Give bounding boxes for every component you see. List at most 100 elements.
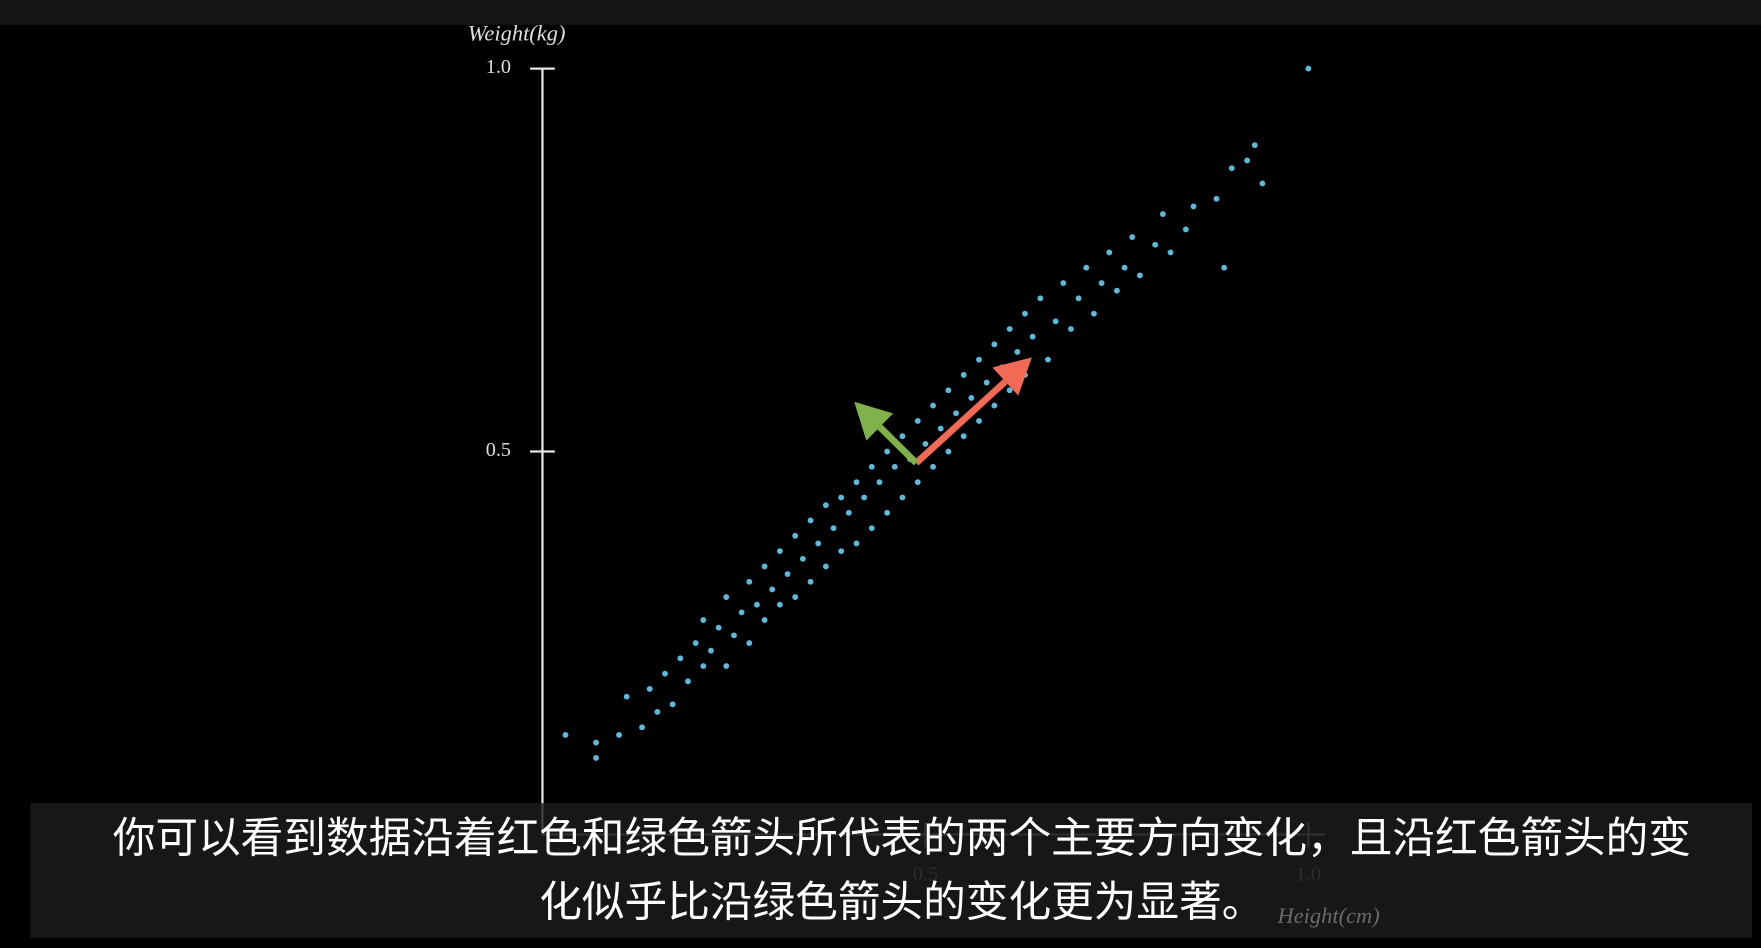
data-point bbox=[654, 709, 661, 715]
data-point bbox=[700, 663, 707, 669]
data-point bbox=[662, 670, 668, 677]
data-point bbox=[960, 372, 967, 378]
data-point bbox=[1221, 264, 1228, 271]
data-point bbox=[968, 395, 975, 401]
data-point bbox=[815, 540, 822, 547]
data-point bbox=[708, 647, 714, 654]
subtitle-line: 你可以看到数据沿着红色和绿色箭头所代表的两个主要方向变化，且沿红色箭头的变 bbox=[113, 815, 1691, 863]
data-point bbox=[738, 609, 745, 616]
data-point bbox=[960, 433, 967, 440]
x-axis-label: Height(cm) bbox=[1276, 903, 1379, 928]
data-point bbox=[715, 624, 722, 631]
data-point bbox=[784, 571, 791, 578]
data-point bbox=[646, 686, 653, 692]
data-point bbox=[1152, 241, 1159, 248]
data-point bbox=[1305, 65, 1312, 72]
data-point bbox=[1167, 249, 1174, 256]
data-point bbox=[914, 417, 921, 424]
data-point bbox=[1259, 180, 1266, 187]
data-point bbox=[623, 693, 630, 700]
data-point bbox=[792, 532, 799, 539]
data-point bbox=[899, 494, 906, 501]
data-point bbox=[639, 724, 645, 731]
data-point bbox=[991, 402, 998, 409]
data-point bbox=[884, 448, 891, 455]
data-point bbox=[593, 754, 599, 761]
arrow-head bbox=[854, 401, 894, 441]
data-point bbox=[845, 509, 852, 516]
data-point bbox=[868, 463, 875, 470]
data-point bbox=[1182, 226, 1189, 233]
data-point bbox=[1129, 234, 1136, 240]
data-point bbox=[1213, 195, 1220, 202]
data-point bbox=[1006, 326, 1013, 332]
data-point bbox=[1113, 287, 1120, 294]
data-point bbox=[930, 402, 937, 409]
data-point bbox=[1251, 142, 1258, 149]
data-point bbox=[991, 341, 998, 348]
data-point bbox=[792, 594, 799, 600]
data-point bbox=[1022, 310, 1028, 317]
data-point bbox=[1045, 356, 1051, 363]
data-point bbox=[799, 555, 806, 562]
data-point bbox=[746, 578, 753, 585]
data-point bbox=[776, 548, 783, 555]
data-point bbox=[853, 540, 860, 547]
y-tick-label: 0.5 bbox=[486, 439, 511, 461]
data-point bbox=[723, 594, 730, 600]
y-axis-label: Weight(kg) bbox=[468, 20, 566, 45]
data-point bbox=[1006, 387, 1013, 394]
data-point bbox=[1068, 326, 1074, 332]
arrow-shaft bbox=[913, 379, 1008, 466]
data-point bbox=[822, 563, 829, 570]
data-point bbox=[838, 548, 845, 555]
data-point bbox=[868, 525, 875, 532]
data-point bbox=[876, 479, 883, 486]
data-point bbox=[861, 494, 868, 501]
top-bar bbox=[0, 0, 1761, 25]
data-point bbox=[685, 678, 691, 685]
data-point bbox=[945, 448, 952, 455]
data-point bbox=[807, 517, 814, 524]
data-point bbox=[593, 739, 599, 746]
data-point bbox=[983, 379, 990, 386]
data-point bbox=[1091, 310, 1097, 317]
data-point bbox=[1037, 295, 1044, 302]
data-point bbox=[669, 701, 676, 708]
data-point bbox=[746, 640, 753, 646]
data-point bbox=[976, 356, 982, 363]
data-point bbox=[807, 578, 814, 585]
data-point bbox=[1106, 249, 1113, 256]
data-point bbox=[1136, 272, 1143, 279]
data-point bbox=[761, 617, 768, 623]
data-point bbox=[700, 617, 707, 623]
data-point bbox=[731, 632, 737, 639]
arrow-shaft bbox=[877, 424, 919, 466]
data-point bbox=[853, 479, 860, 486]
data-point bbox=[677, 655, 684, 662]
data-point bbox=[1052, 318, 1059, 325]
data-point bbox=[922, 440, 929, 447]
subtitle-box bbox=[30, 803, 1753, 938]
data-point bbox=[953, 410, 959, 417]
data-point bbox=[562, 732, 569, 738]
data-point bbox=[884, 509, 891, 516]
arrow-head bbox=[992, 357, 1032, 396]
data-point bbox=[976, 417, 982, 424]
data-point bbox=[1075, 295, 1082, 302]
subtitle-line: 化似乎比沿绿色箭头的变化更为显著。 bbox=[539, 879, 1264, 927]
data-point bbox=[914, 479, 921, 486]
data-point bbox=[769, 586, 776, 593]
data-point bbox=[1159, 211, 1166, 218]
data-point bbox=[822, 502, 829, 509]
data-point bbox=[1121, 264, 1128, 271]
data-point bbox=[830, 525, 837, 532]
data-point bbox=[838, 494, 845, 501]
data-point bbox=[930, 463, 937, 470]
data-point bbox=[1244, 157, 1251, 164]
y-tick-label: 1.0 bbox=[486, 56, 511, 78]
data-point bbox=[899, 433, 906, 440]
data-point bbox=[1190, 203, 1197, 210]
